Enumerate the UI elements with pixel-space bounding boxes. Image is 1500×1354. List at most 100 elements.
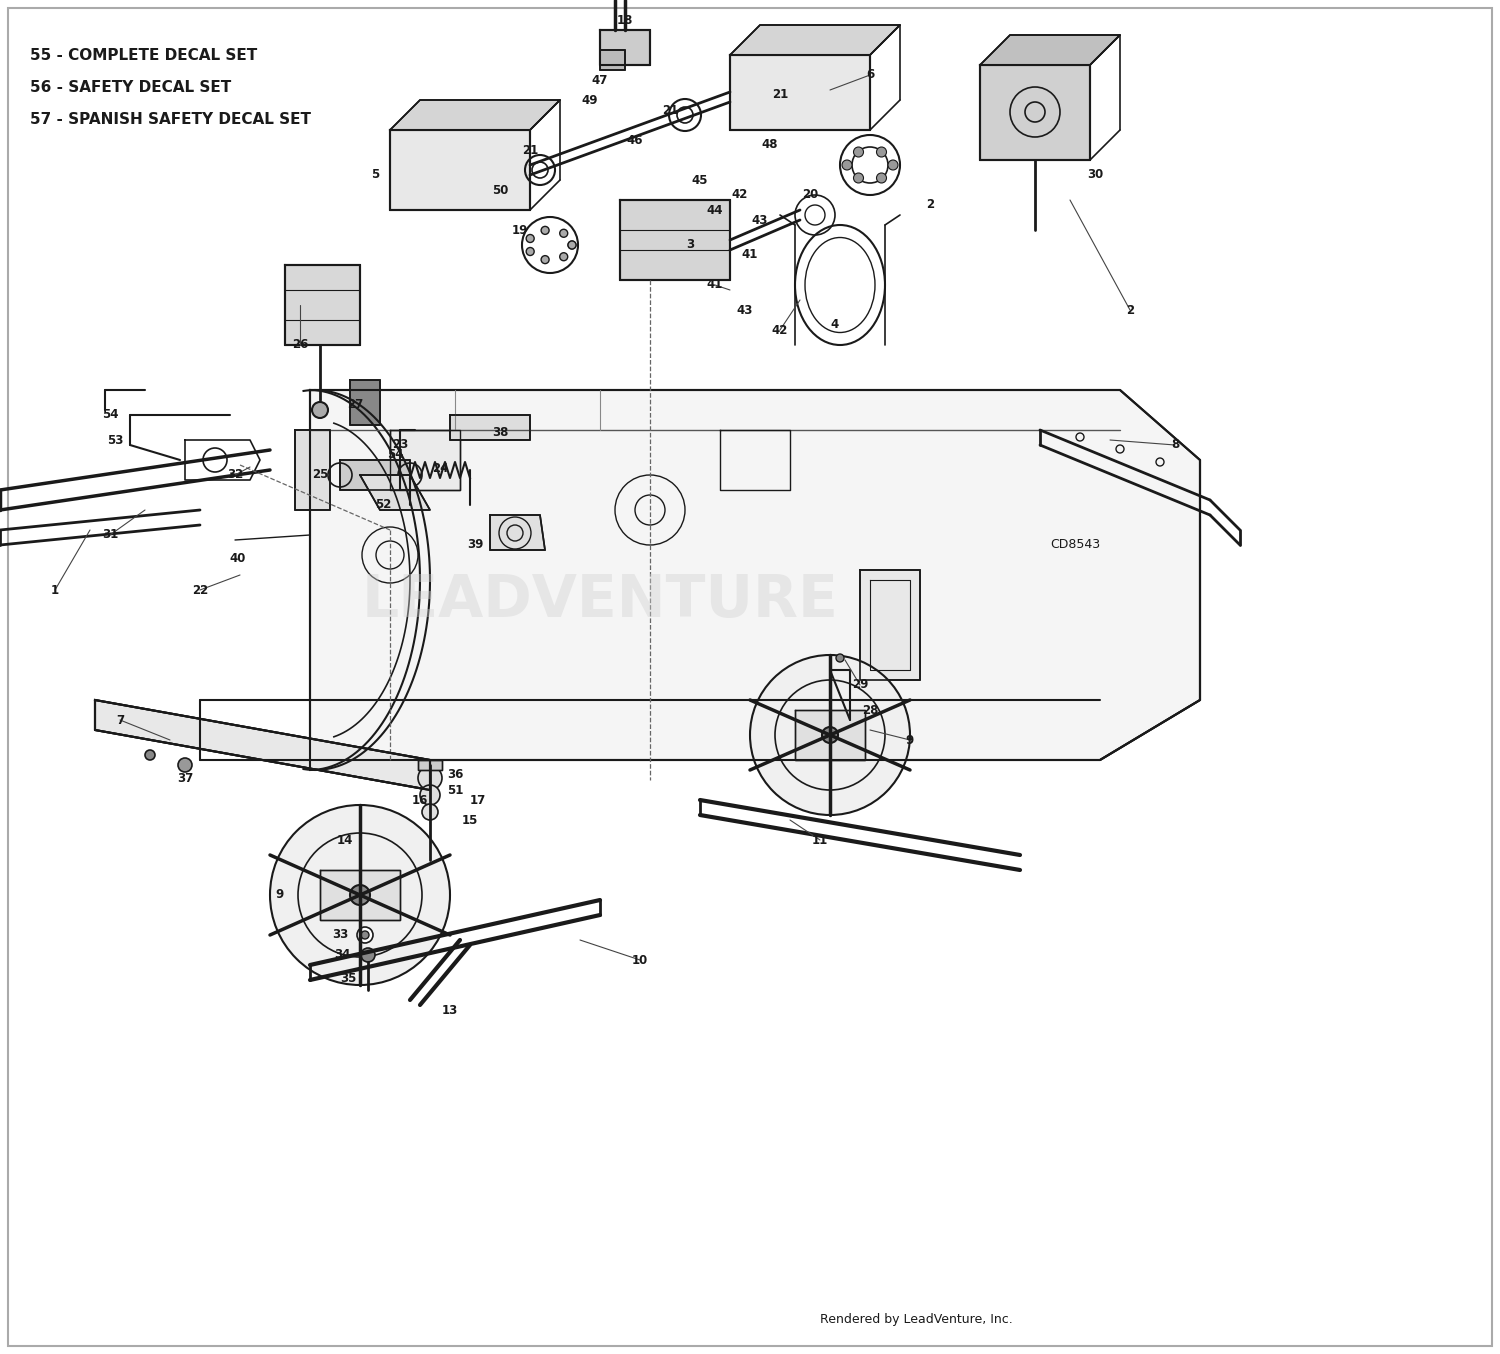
Text: 5: 5 [370, 168, 380, 181]
Circle shape [350, 886, 370, 904]
Circle shape [836, 654, 844, 662]
Polygon shape [320, 871, 400, 919]
Circle shape [420, 785, 440, 806]
Text: 16: 16 [413, 793, 428, 807]
Polygon shape [600, 30, 650, 65]
Text: 46: 46 [627, 134, 644, 146]
Text: 38: 38 [492, 425, 508, 439]
Text: 33: 33 [332, 929, 348, 941]
Polygon shape [390, 100, 560, 130]
Circle shape [560, 253, 567, 261]
Text: 17: 17 [470, 793, 486, 807]
Text: 43: 43 [752, 214, 768, 226]
Circle shape [853, 173, 864, 183]
Polygon shape [620, 200, 730, 280]
Polygon shape [730, 56, 870, 130]
Circle shape [568, 241, 576, 249]
Text: 30: 30 [1088, 168, 1102, 181]
Text: 31: 31 [102, 528, 118, 542]
Polygon shape [360, 475, 430, 510]
Text: 43: 43 [736, 303, 753, 317]
Text: 54: 54 [387, 448, 404, 462]
Text: 20: 20 [802, 188, 818, 202]
Text: 53: 53 [106, 433, 123, 447]
Text: 3: 3 [686, 238, 694, 252]
Text: 23: 23 [392, 439, 408, 451]
Text: 40: 40 [230, 551, 246, 565]
Text: 34: 34 [334, 949, 350, 961]
Polygon shape [296, 431, 330, 510]
Text: 45: 45 [692, 173, 708, 187]
Circle shape [146, 750, 154, 760]
Circle shape [362, 932, 369, 940]
Polygon shape [795, 709, 865, 760]
Text: 18: 18 [616, 14, 633, 27]
Text: 51: 51 [447, 784, 464, 796]
Polygon shape [310, 390, 1200, 760]
Text: 21: 21 [662, 103, 678, 116]
Text: 15: 15 [462, 814, 478, 826]
Circle shape [853, 148, 864, 157]
Text: 26: 26 [292, 338, 308, 352]
Circle shape [560, 229, 567, 237]
Circle shape [526, 248, 534, 256]
Text: 8: 8 [1172, 439, 1179, 451]
Text: 6: 6 [865, 69, 874, 81]
Circle shape [822, 727, 839, 743]
Text: 10: 10 [632, 953, 648, 967]
Text: 50: 50 [492, 184, 508, 196]
Circle shape [842, 160, 852, 171]
Text: 14: 14 [338, 834, 352, 846]
Polygon shape [980, 65, 1090, 160]
Text: 44: 44 [706, 203, 723, 217]
Text: 7: 7 [116, 714, 124, 727]
Text: 29: 29 [852, 678, 868, 692]
Polygon shape [600, 50, 625, 70]
Text: 56 - SAFETY DECAL SET: 56 - SAFETY DECAL SET [30, 80, 231, 95]
Text: 41: 41 [742, 249, 758, 261]
Polygon shape [340, 460, 410, 490]
Polygon shape [285, 265, 360, 345]
Text: 2: 2 [926, 199, 934, 211]
Circle shape [888, 160, 898, 171]
Circle shape [419, 766, 442, 789]
Text: 24: 24 [432, 462, 448, 474]
Polygon shape [419, 760, 442, 770]
Circle shape [542, 226, 549, 234]
Text: 9: 9 [906, 734, 914, 746]
Text: 9: 9 [276, 888, 284, 902]
Text: 42: 42 [772, 324, 788, 337]
Circle shape [876, 148, 886, 157]
Circle shape [750, 655, 910, 815]
Circle shape [815, 720, 844, 750]
Text: 1: 1 [51, 584, 58, 597]
Text: 55 - COMPLETE DECAL SET: 55 - COMPLETE DECAL SET [30, 47, 258, 62]
Text: 41: 41 [706, 279, 723, 291]
Polygon shape [980, 35, 1120, 65]
Circle shape [357, 927, 374, 942]
Polygon shape [450, 414, 530, 440]
Text: 13: 13 [442, 1003, 458, 1017]
Circle shape [542, 256, 549, 264]
Text: 19: 19 [512, 223, 528, 237]
Circle shape [178, 758, 192, 772]
Text: 54: 54 [102, 409, 118, 421]
Circle shape [526, 234, 534, 242]
Text: 47: 47 [592, 73, 608, 87]
Circle shape [568, 241, 576, 249]
Text: 39: 39 [466, 539, 483, 551]
Text: 4: 4 [831, 318, 839, 332]
Text: Rendered by LeadVenture, Inc.: Rendered by LeadVenture, Inc. [821, 1313, 1013, 1327]
Polygon shape [859, 570, 920, 680]
Polygon shape [94, 700, 430, 789]
Text: 2: 2 [1126, 303, 1134, 317]
Circle shape [342, 877, 378, 913]
Text: 35: 35 [340, 972, 356, 984]
Text: 25: 25 [312, 468, 328, 482]
Polygon shape [390, 130, 530, 210]
Text: 11: 11 [812, 834, 828, 846]
Polygon shape [490, 515, 544, 550]
Text: 57 - SPANISH SAFETY DECAL SET: 57 - SPANISH SAFETY DECAL SET [30, 111, 310, 126]
Text: 21: 21 [772, 88, 788, 102]
Text: 36: 36 [447, 769, 464, 781]
